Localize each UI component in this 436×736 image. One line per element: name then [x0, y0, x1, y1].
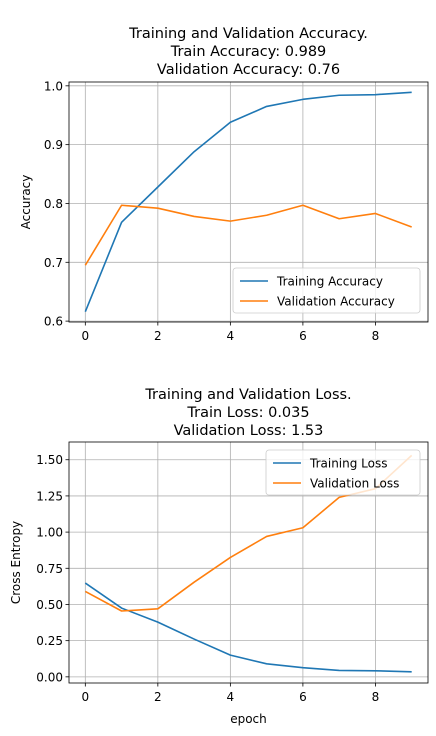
y-tick-label: 0.9 [44, 138, 63, 152]
x-tick-label: 2 [154, 690, 162, 704]
x-tick-label: 6 [299, 329, 307, 343]
legend-label: Training Accuracy [276, 275, 383, 289]
y-axis-label: Accuracy [19, 175, 33, 230]
y-tick-label: 0.25 [36, 634, 63, 648]
x-axis-label: epoch [230, 712, 267, 726]
legend-label: Validation Accuracy [277, 295, 395, 309]
legend-label: Training Loss [309, 457, 387, 471]
y-tick-label: 0.75 [36, 562, 63, 576]
x-tick-label: 8 [372, 690, 380, 704]
y-tick-label: 1.00 [36, 526, 63, 540]
series-line-training-loss [84, 582, 412, 673]
chart-loss: Training and Validation Loss. Train Loss:… [9, 387, 429, 726]
legend-label: Validation Loss [310, 477, 399, 491]
x-tick-label: 2 [154, 329, 162, 343]
axes-frame [68, 441, 429, 684]
legend: Training Accuracy Validation Accuracy [232, 267, 421, 314]
series-line-validation-accuracy [84, 204, 412, 266]
y-axis-label: Cross Entropy [9, 521, 23, 604]
y-tick-label: 0.7 [44, 256, 63, 270]
chart-title-line: Validation Accuracy: 0.76 [157, 62, 340, 78]
y-tick-label: 0.50 [36, 598, 63, 612]
chart-title-line: Training and Validation Loss. [144, 387, 351, 403]
y-tick-label: 1.0 [44, 79, 63, 93]
chart-title-line: Train Loss: 0.035 [186, 405, 309, 421]
x-tick-label: 0 [81, 329, 89, 343]
chart-title-line: Training and Validation Accuracy. [128, 26, 368, 42]
chart-title-line: Validation Loss: 1.53 [174, 423, 324, 439]
legend: Training Loss Validation Loss [265, 449, 421, 496]
series-line-training-accuracy [84, 91, 412, 313]
y-tick-label: 0.8 [44, 197, 63, 211]
y-tick-label: 1.50 [36, 453, 63, 467]
x-tick-label: 4 [227, 690, 235, 704]
x-tick-label: 6 [299, 690, 307, 704]
x-tick-label: 0 [81, 690, 89, 704]
y-tick-label: 1.25 [36, 489, 63, 503]
x-tick-label: 4 [227, 329, 235, 343]
chart-accuracy: Training and Validation Accuracy. Train A… [19, 26, 429, 343]
y-tick-label: 0.6 [44, 315, 63, 329]
x-tick-label: 8 [372, 329, 380, 343]
legend-box [232, 267, 421, 314]
legend-box [265, 449, 421, 496]
y-tick-label: 0.00 [36, 670, 63, 684]
chart-title-line: Train Accuracy: 0.989 [170, 44, 327, 60]
axes-frame [68, 81, 429, 323]
